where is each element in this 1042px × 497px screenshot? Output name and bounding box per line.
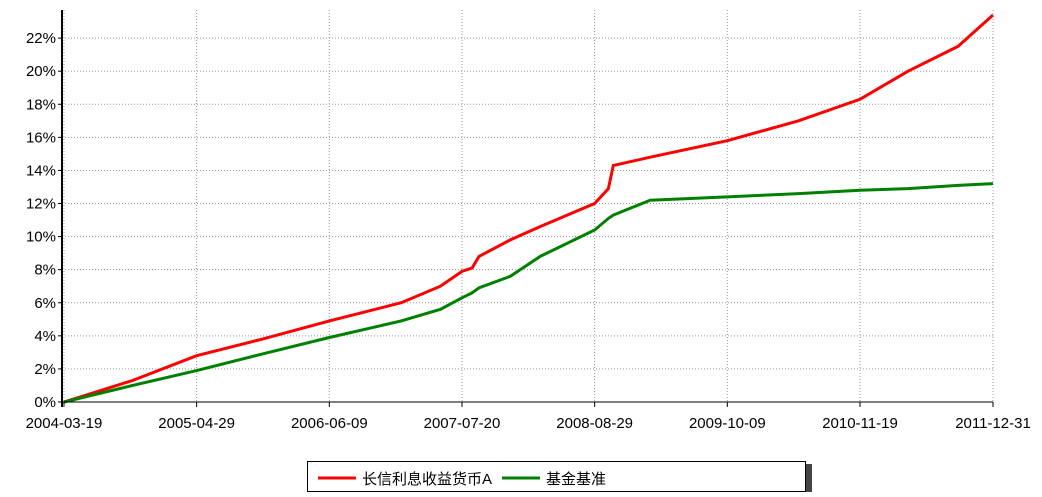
- y-tick-label: 12%: [26, 196, 56, 213]
- x-tick-label: 2009-10-09: [689, 415, 766, 432]
- legend-box: [307, 461, 806, 492]
- y-tick-label: 6%: [34, 295, 56, 312]
- y-tick-label: 0%: [34, 394, 56, 411]
- x-tick-label: 2008-08-29: [556, 415, 633, 432]
- legend-label: 长信利息收益货币A: [362, 471, 492, 488]
- y-tick-label: 8%: [34, 262, 56, 279]
- y-tick-label: 14%: [26, 162, 56, 179]
- x-tick-label: 2004-03-19: [26, 415, 103, 432]
- series-line: [63, 182, 994, 404]
- lines: [63, 13, 995, 404]
- x-tick-label: 2006-06-09: [291, 415, 368, 432]
- y-tick-label: 16%: [26, 129, 56, 146]
- series-line: [63, 13, 995, 404]
- y-tick-label: 20%: [26, 63, 56, 80]
- legend-shadow: [806, 464, 812, 492]
- legend-label: 基金基准: [546, 471, 606, 488]
- y-tick-label: 2%: [34, 361, 56, 378]
- x-tick-label: 2007-07-20: [424, 415, 501, 432]
- y-tick-label: 10%: [26, 229, 56, 246]
- y-tick-label: 22%: [26, 30, 56, 47]
- grid: [62, 10, 994, 403]
- legend: 长信利息收益货币A 基金基准: [318, 471, 606, 488]
- axes: 0% 2% 4% 6% 8% 10% 12% 14% 16% 18% 20% 22% 2004-03-1…: [26, 10, 1031, 432]
- x-tick-label: 2005-04-29: [158, 415, 235, 432]
- x-tick-label: 2011-12-31: [955, 415, 1031, 432]
- x-tick-label: 2010-11-19: [822, 415, 898, 432]
- y-tick-label: 18%: [26, 96, 56, 113]
- y-tick-label: 4%: [34, 328, 56, 345]
